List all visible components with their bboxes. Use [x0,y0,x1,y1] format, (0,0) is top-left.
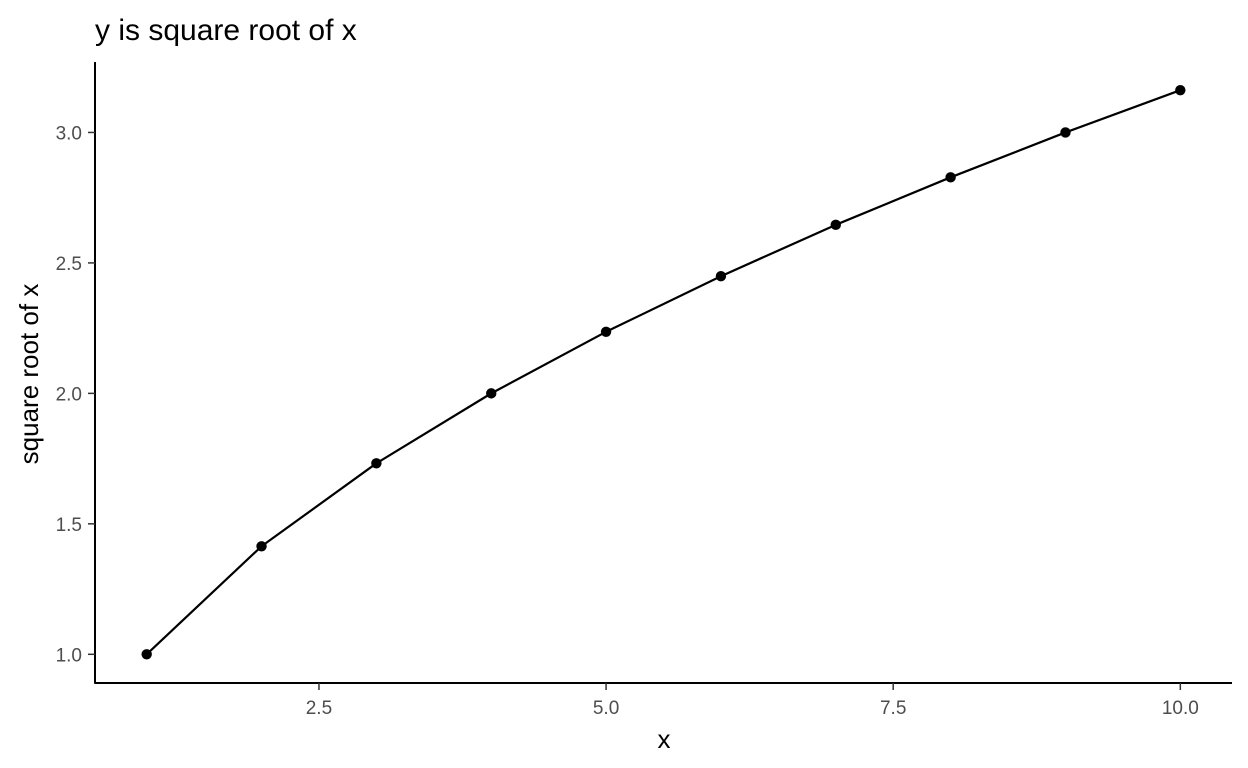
data-point [715,271,727,282]
y-tick-label: 1.0 [56,645,82,666]
data-point [830,219,841,231]
data-point [256,541,267,552]
x-tick-label: 2.5 [306,698,332,719]
series-line [145,89,1181,656]
x-axis-title: x [658,724,671,754]
data-point [600,326,612,337]
data-point [371,458,382,469]
x-tick-label: 10.0 [1162,698,1199,719]
data-point [945,172,956,183]
y-axis-title: square root of x [14,284,44,465]
data-point [1060,127,1071,138]
data-point [141,649,152,660]
series-group [141,84,1186,660]
y-tick-label: 1.5 [56,515,82,536]
y-axis-ticks: 1.0 1.5 2.0 2.5 3.0 [56,123,95,666]
y-tick-label: 3.0 [56,123,82,144]
x-tick-label: 7.5 [880,698,906,719]
data-point [1175,84,1186,96]
axes [94,62,1232,684]
y-tick-label: 2.5 [56,254,82,275]
x-axis-ticks: 2.5 5.0 7.5 10.0 [306,683,1199,719]
y-tick-label: 2.0 [56,384,82,405]
x-tick-label: 5.0 [593,698,619,719]
data-point [486,388,497,399]
chart-title: y is square root of x [95,14,357,47]
